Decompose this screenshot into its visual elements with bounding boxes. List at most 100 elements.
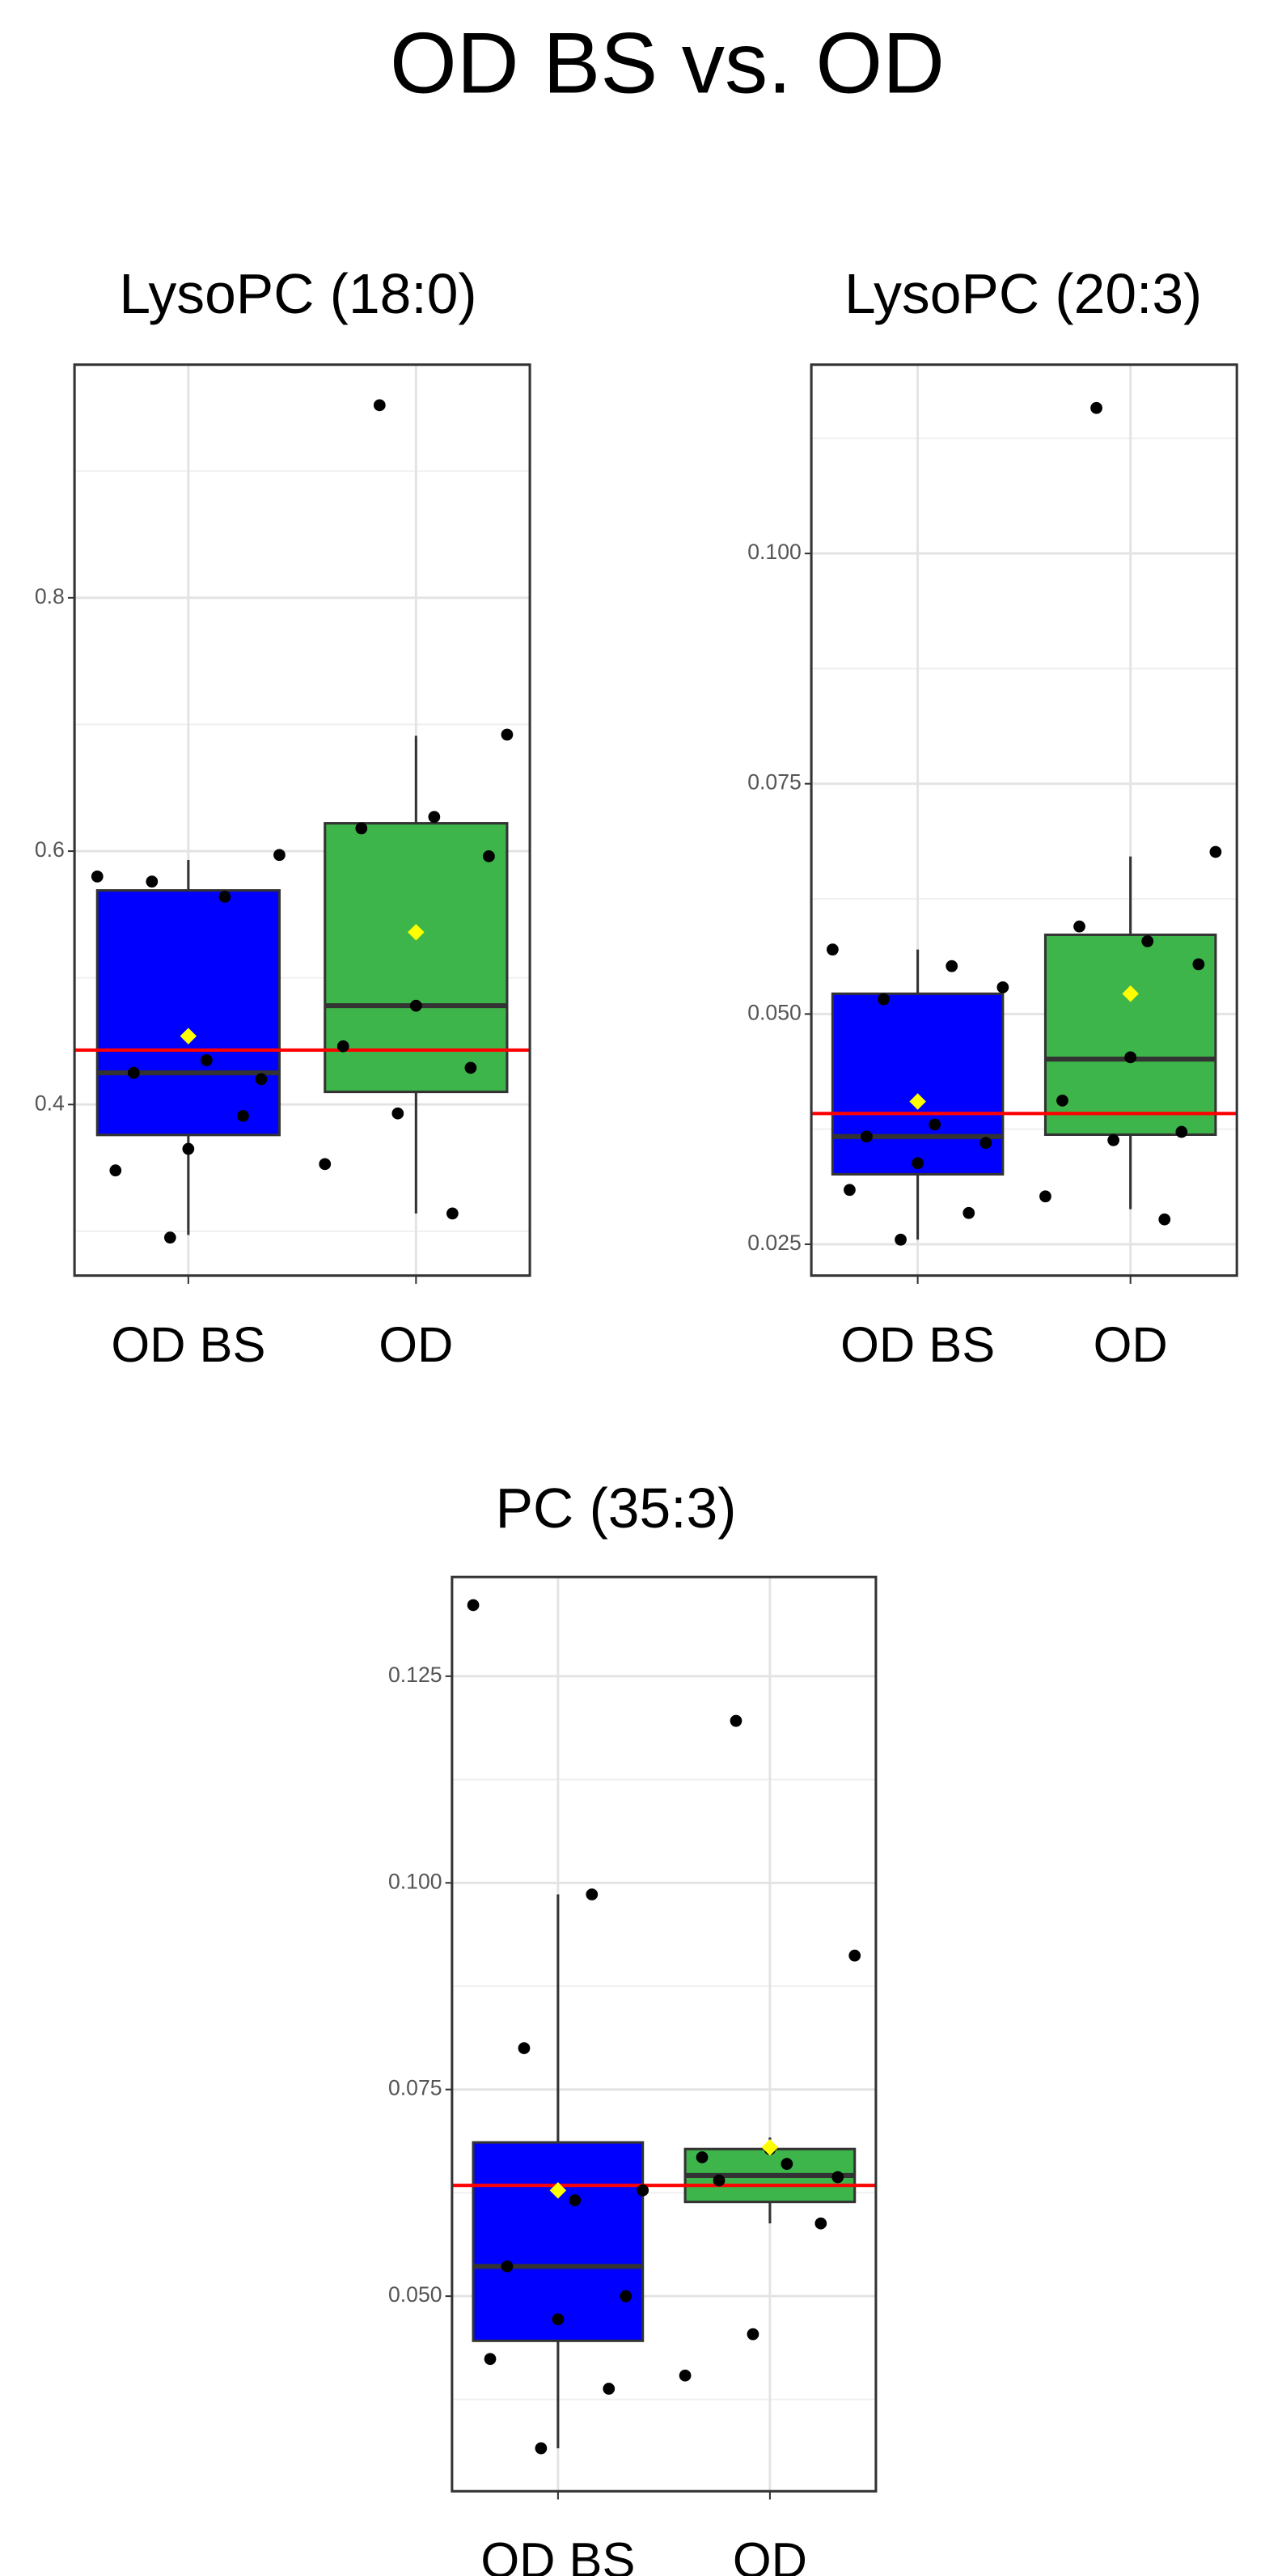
figure-title: OD BS vs. OD xyxy=(390,15,945,111)
data-point xyxy=(831,2171,844,2184)
data-point xyxy=(237,1109,249,1122)
box xyxy=(472,2141,645,2342)
y-tick-label: 0.050 xyxy=(388,2282,442,2307)
data-point xyxy=(844,1184,856,1197)
data-point xyxy=(1141,935,1154,947)
data-point xyxy=(535,2442,548,2455)
data-point xyxy=(1175,1125,1188,1138)
y-tick-label: 0.050 xyxy=(747,1000,802,1024)
panel-border xyxy=(73,363,531,1277)
data-point xyxy=(827,943,839,956)
panel-border xyxy=(451,1575,878,2493)
data-point xyxy=(895,1233,907,1246)
y-tick-label: 0.100 xyxy=(747,540,802,564)
y-tick-label: 0.075 xyxy=(747,770,802,794)
y-tick-label: 0.075 xyxy=(388,2076,442,2100)
data-point xyxy=(848,1949,861,1962)
data-point xyxy=(319,1158,332,1171)
data-point xyxy=(336,1040,349,1053)
data-point xyxy=(1073,920,1085,933)
data-point xyxy=(518,2042,531,2054)
x-tick-label: OD xyxy=(1094,1317,1168,1373)
data-point xyxy=(861,1130,873,1143)
data-point xyxy=(1090,401,1102,414)
data-point xyxy=(912,1157,924,1170)
data-point xyxy=(201,1054,213,1066)
y-tick-label: 0.025 xyxy=(747,1231,802,1255)
data-point xyxy=(182,1142,195,1155)
x-tick-label: OD BS xyxy=(111,1317,265,1373)
data-point xyxy=(637,2184,649,2197)
y-tick-label: 0.125 xyxy=(388,1663,442,1687)
data-point xyxy=(446,1207,459,1220)
data-point xyxy=(1107,1133,1119,1146)
data-point xyxy=(355,822,368,835)
data-point xyxy=(428,811,441,824)
data-point xyxy=(730,1714,742,1727)
box-plot-panel: LysoPC (20:3) 0.025 0.050 0.075 0.100 OD BS OD xyxy=(747,262,1238,1373)
data-point xyxy=(467,1599,480,1612)
data-point xyxy=(996,981,1009,994)
data-point xyxy=(1209,845,1222,858)
y-tick-label: 0.4 xyxy=(35,1091,65,1115)
data-point xyxy=(814,2217,827,2230)
data-point xyxy=(273,849,286,862)
data-point xyxy=(679,2369,692,2382)
data-point xyxy=(483,849,495,862)
data-point xyxy=(586,1888,599,1900)
data-point xyxy=(1158,1213,1171,1226)
data-point xyxy=(484,2353,497,2366)
data-point xyxy=(569,2194,582,2206)
data-point xyxy=(620,2290,632,2303)
data-point xyxy=(713,2174,726,2187)
mean-marker xyxy=(1122,985,1139,1002)
x-tick-label: OD BS xyxy=(480,2533,635,2576)
data-point xyxy=(929,1118,941,1131)
data-point xyxy=(373,399,386,412)
data-point xyxy=(1124,1051,1137,1064)
mean-marker xyxy=(909,1093,926,1110)
data-point xyxy=(747,2328,759,2341)
y-tick-label: 0.8 xyxy=(35,584,65,608)
data-point xyxy=(218,891,231,903)
data-point xyxy=(552,2313,565,2326)
box xyxy=(324,822,509,1094)
box-plot-panel: LysoPC (18:0) 0.4 0.6 0.8 OD BS OD xyxy=(35,262,531,1373)
data-point xyxy=(409,999,422,1012)
box xyxy=(95,889,281,1137)
data-point xyxy=(962,1206,975,1219)
panel-border xyxy=(810,363,1238,1277)
data-point xyxy=(1039,1190,1051,1203)
mean-marker xyxy=(180,1027,197,1044)
y-tick-label: 0.100 xyxy=(388,1869,442,1893)
data-point xyxy=(91,871,104,883)
data-point xyxy=(464,1061,477,1074)
box-plot-panel: PC (35:3) 0.050 0.075 0.100 0.125 OD BS OD xyxy=(388,1477,878,2576)
box xyxy=(831,992,1005,1176)
data-point xyxy=(255,1073,268,1086)
panel-title: PC (35:3) xyxy=(496,1477,737,1540)
data-point xyxy=(696,2151,709,2163)
data-point xyxy=(1056,1094,1068,1107)
x-tick-label: OD xyxy=(379,1317,453,1373)
data-point xyxy=(391,1107,404,1120)
data-point xyxy=(946,960,958,972)
data-point xyxy=(979,1137,992,1150)
panel-title: LysoPC (20:3) xyxy=(844,262,1202,325)
panel-title: LysoPC (18:0) xyxy=(119,262,476,325)
y-tick-label: 0.6 xyxy=(35,837,65,862)
data-point xyxy=(109,1164,122,1177)
data-point xyxy=(1192,958,1205,971)
x-tick-label: OD xyxy=(733,2533,807,2576)
x-tick-label: OD BS xyxy=(840,1317,995,1373)
data-point xyxy=(878,993,890,1006)
box xyxy=(1043,933,1217,1137)
data-point xyxy=(146,875,159,888)
data-point xyxy=(501,728,514,741)
data-point xyxy=(603,2383,616,2395)
data-point xyxy=(127,1066,140,1079)
mean-marker xyxy=(408,924,425,941)
data-point xyxy=(163,1231,176,1244)
